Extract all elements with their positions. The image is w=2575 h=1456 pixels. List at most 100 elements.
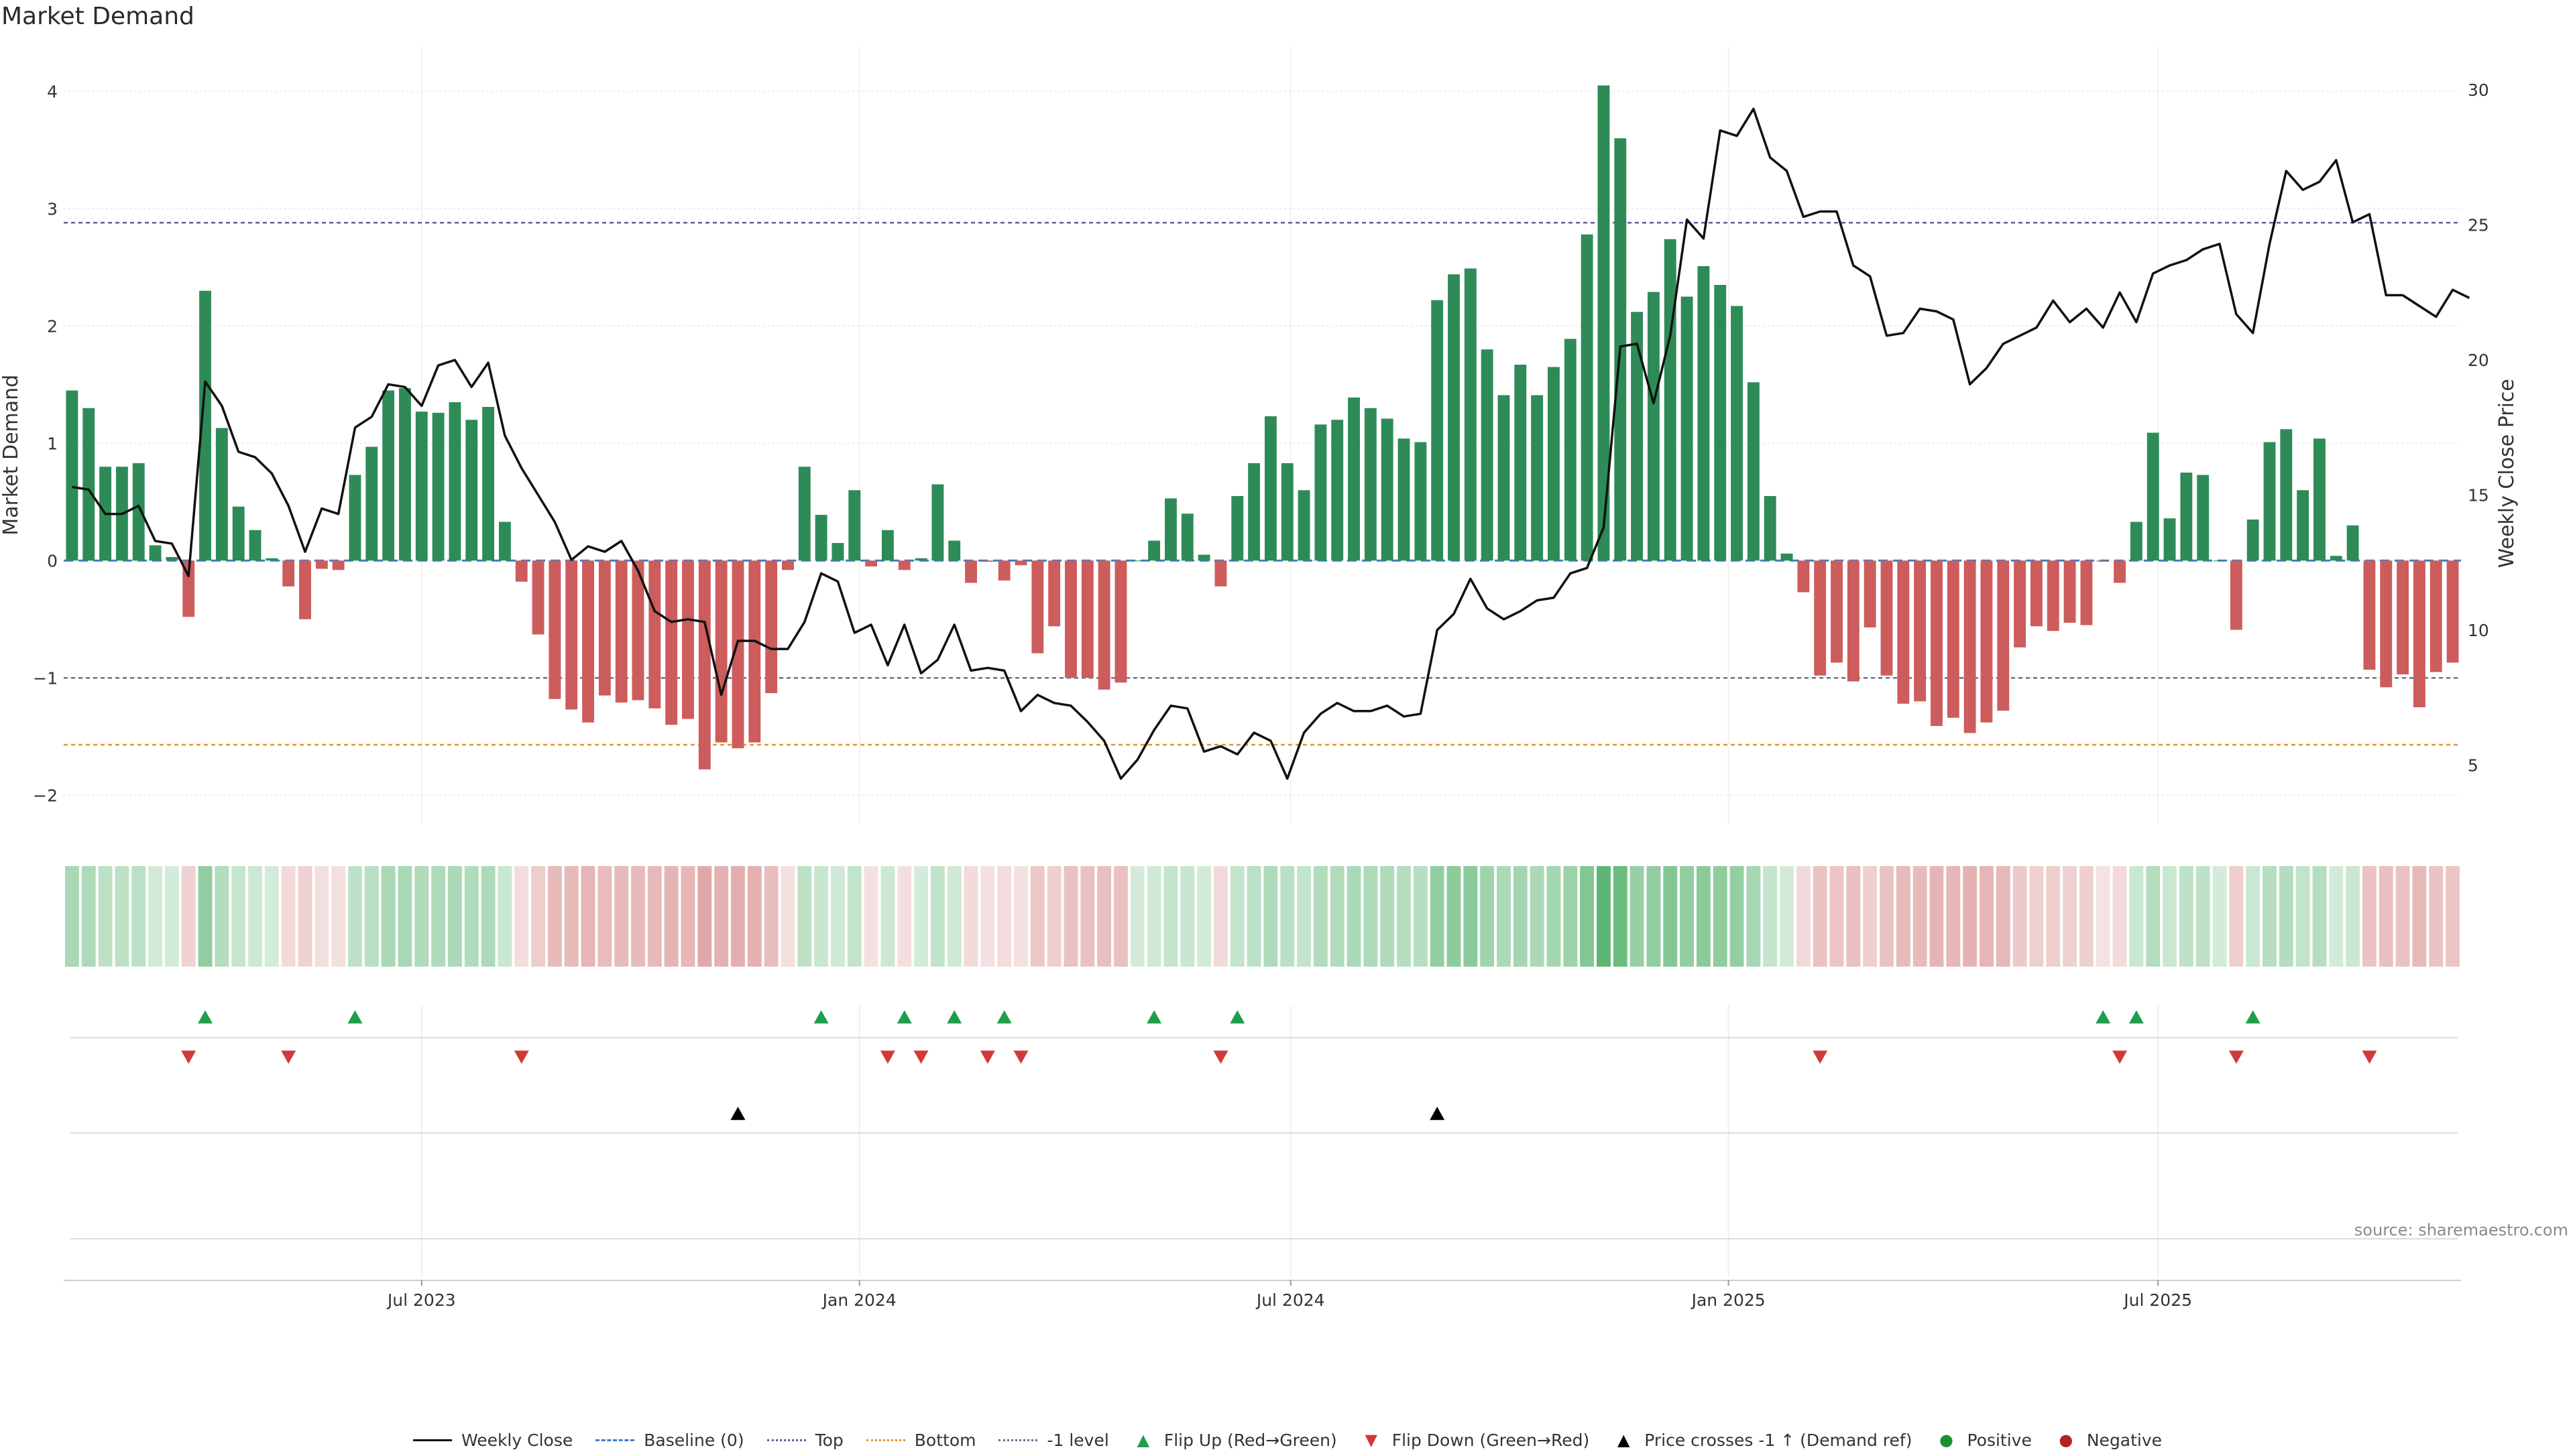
legend-label: Flip Down (Green→Red) [1391,1430,1590,1450]
demand-bar [2197,475,2210,561]
demand-bar [1581,234,1593,561]
heat-strip-cell [1497,866,1511,967]
demand-bar [1431,300,1444,561]
heat-strip-cell [831,866,845,967]
heat-strip-cell [1729,866,1744,967]
legend-marker-icon: ▲ [1617,1431,1630,1449]
legend-item: ▲ Flip Up (Red→Green) [1132,1431,1337,1450]
legend-label: Top [815,1430,844,1450]
heat-strip-cell [1163,866,1178,967]
demand-bar [2047,560,2059,631]
y-tick-label: 4 [47,82,58,101]
demand-bar [1947,560,1959,718]
demand-bar [1081,560,1094,678]
heat-strip-cell [1030,866,1045,967]
demand-bar [1664,239,1676,561]
demand-bar [1414,442,1427,561]
heat-strip-cell [2195,866,2210,967]
heat-strip-cell [797,866,812,967]
legend-marker-icon: ▲ [1137,1431,1150,1449]
demand-bar [2214,560,2226,562]
heat-strip-cell [930,866,945,967]
heat-strip-cell [2146,866,2161,967]
y-tick-label: 2 [47,316,58,336]
demand-bar [2446,560,2459,663]
demand-bar [232,506,245,561]
x-tick-label: Jul 2025 [2122,1290,2192,1310]
legend-item: ● Negative [2055,1431,2162,1450]
demand-bar [1481,349,1493,561]
demand-bar [2397,560,2409,674]
heat-strip-cell [1114,866,1128,967]
y2-axis-title: Weekly Close Price [2495,379,2519,568]
demand-bar [2063,560,2076,623]
demand-bar [1564,339,1577,561]
demand-bar [1764,496,1776,561]
flip-up-marker [2128,1010,2144,1024]
source-note: source: sharemaestro.com [2354,1221,2568,1239]
flip-down-marker [514,1050,529,1064]
heat-strip-cell [64,866,79,967]
heat-strip-cell [880,866,895,967]
demand-bar [1381,418,1393,561]
demand-bar [1031,560,1044,654]
heat-strip-cell [2346,866,2360,967]
demand-bar [1597,85,1610,561]
heat-strip-cell [2362,866,2377,967]
demand-bar [515,560,528,582]
heat-strip-cell [664,866,679,967]
heat-strip-cell [1014,866,1028,967]
heat-strip-cell [1912,866,1927,967]
event-marker-rows [70,1010,2458,1239]
demand-heat-strip [64,866,2460,967]
demand-bars [66,85,2459,770]
y-tick-label: 1 [47,434,58,453]
heat-strip-cell [331,866,346,967]
heat-strip-cell [1513,866,1528,967]
flip-up-marker [996,1010,1012,1024]
heat-strip-cell [1080,866,1095,967]
demand-bar [748,560,761,743]
demand-bar [449,402,461,561]
demand-bar [1680,296,1693,561]
demand-bar [1847,560,1859,682]
heat-strip-cell [231,866,246,967]
heat-strip-cell [1663,866,1678,967]
heat-strip-cell [897,866,912,967]
heat-strip-cell [2279,866,2293,967]
legend-line-swatch [595,1433,635,1447]
demand-bar [998,560,1011,581]
demand-bar [715,560,728,743]
heat-strip-cell [731,866,745,967]
heat-strip-cell [198,866,213,967]
heat-strip-cell [2129,866,2144,967]
demand-bar [1697,266,1710,561]
heat-strip-cell [1097,866,1112,967]
demand-bar [2346,525,2359,561]
y2-tick-label: 15 [2468,485,2489,505]
demand-bar [865,560,878,566]
demand-bar [399,388,411,561]
heat-strip-cell [2263,866,2277,967]
demand-bar [415,412,428,561]
heat-strip-cell [314,866,329,967]
flip-up-marker [1230,1010,1245,1024]
heat-strip-cell [431,866,446,967]
flip-down-marker [980,1050,995,1064]
demand-bar [948,540,961,561]
demand-bar [199,290,211,561]
y-tick-label: 3 [47,199,58,219]
demand-bar [532,560,545,635]
heat-strip-cell [1430,866,1444,967]
demand-bar [498,522,511,561]
heat-strip-cell [597,866,612,967]
demand-bar [1831,560,1843,663]
x-tick-label: Jul 2023 [386,1290,456,1310]
heat-strip-cell [1480,866,1495,967]
demand-bar [1015,560,1027,566]
flip-down-marker [1213,1050,1228,1064]
heat-strip-cell [1846,866,1861,967]
demand-bar [132,463,145,561]
